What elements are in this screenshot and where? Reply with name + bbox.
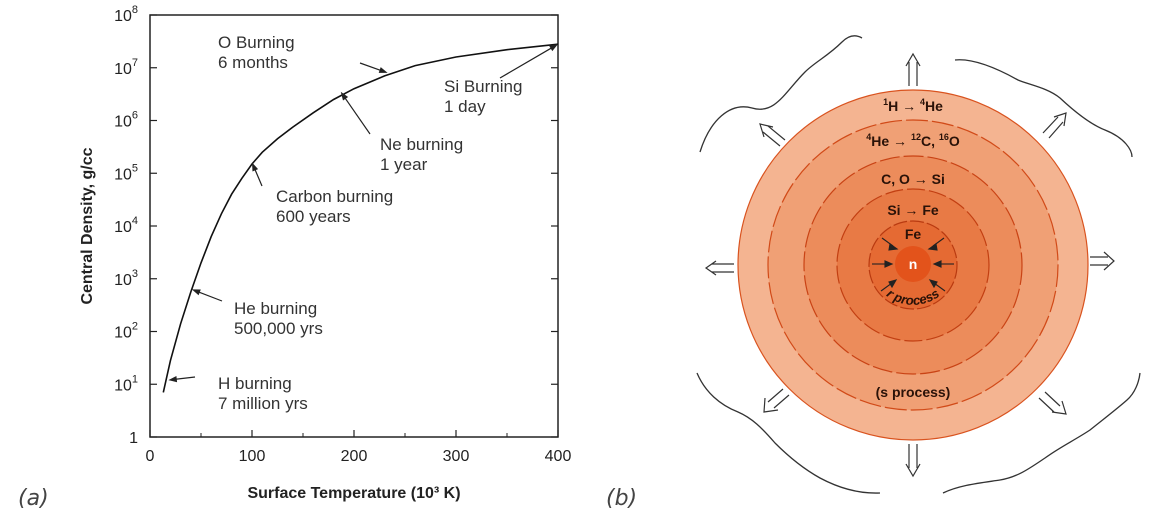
x-axis-title: Surface Temperature (10³ K) — [247, 485, 460, 502]
x-tick-label: 400 — [545, 448, 572, 465]
annotation-label: Carbon burning — [276, 187, 393, 206]
annotation-label: 600 years — [276, 207, 351, 226]
annotation-arrowhead — [340, 91, 349, 101]
panel-label-a: (a) — [18, 486, 49, 511]
evolution-curve — [162, 43, 559, 393]
y-tick-label: 1 — [129, 430, 138, 447]
shock-wave-top-right — [954, 59, 1133, 158]
label-helium-burning: 4He → 12C, 16O — [866, 132, 960, 149]
annotation-label: 1 year — [380, 155, 428, 174]
annotation-arrow — [195, 290, 223, 302]
annotation-label: 1 day — [444, 97, 486, 116]
annotation-label: O Burning — [218, 33, 295, 52]
annotation-arrowhead — [191, 289, 201, 296]
annotation-arrowhead — [378, 67, 388, 73]
annotation-label: H burning — [218, 374, 292, 393]
infall-arrows — [872, 237, 954, 292]
annotation-label: 7 million yrs — [218, 394, 308, 413]
density-temperature-chart: 0 100 200 300 400 1101102103104105106107108 … — [79, 4, 571, 502]
panel-label-b: (b) — [606, 486, 637, 511]
annotation-label: Ne burning — [380, 135, 463, 154]
label-neutron: n — [909, 256, 918, 272]
annotation-arrow — [342, 94, 371, 135]
y-tick-label: 108 — [114, 4, 138, 25]
label-s-process: (s process) — [876, 384, 951, 400]
y-tick-label: 105 — [114, 162, 138, 183]
y-axis-title: Central Density, g/cc — [79, 147, 96, 304]
y-tick-label: 103 — [114, 268, 138, 289]
x-axis-ticks: 0 100 200 300 400 — [146, 430, 572, 465]
x-tick-label: 300 — [443, 448, 470, 465]
annotation-label: 500,000 yrs — [234, 319, 323, 338]
annotation-arrowhead — [549, 44, 558, 52]
label-r-process: r process — [884, 286, 942, 308]
annotation-label: 6 months — [218, 53, 288, 72]
label-silicon-burning: Si → Fe — [887, 202, 939, 218]
y-tick-label: 106 — [114, 110, 138, 131]
y-tick-label: 107 — [114, 57, 138, 78]
annotation-label: He burning — [234, 299, 317, 318]
neutron-core — [895, 246, 931, 282]
annotation-arrowhead — [252, 162, 259, 172]
annotation-label: Si Burning — [444, 77, 522, 96]
x-tick-label: 100 — [239, 448, 266, 465]
annotation-arrowhead — [168, 376, 178, 383]
label-hydrogen-burning: 1H → 4He — [883, 97, 943, 114]
label-carbon-oxygen-burning: C, O → Si — [881, 171, 945, 187]
shock-wave-bottom-right — [942, 372, 1141, 494]
outflow-arrows — [704, 52, 1115, 478]
shock-wave-bottom-left — [696, 372, 881, 494]
y-tick-label: 101 — [114, 373, 138, 394]
shock-wave-top-left — [699, 35, 863, 153]
stellar-onion-diagram: 1H → 4He 4He → 12C, 16O C, O → Si Si → F… — [696, 35, 1141, 494]
x-tick-label: 200 — [341, 448, 368, 465]
annotation-arrow — [499, 45, 555, 79]
y-tick-label: 104 — [114, 215, 138, 236]
y-tick-label: 102 — [114, 321, 138, 342]
label-iron: Fe — [905, 226, 922, 242]
x-tick-label: 0 — [146, 448, 155, 465]
y-axis-ticks: 1 101 102 103 104 105 106 107 108 — [114, 4, 558, 447]
